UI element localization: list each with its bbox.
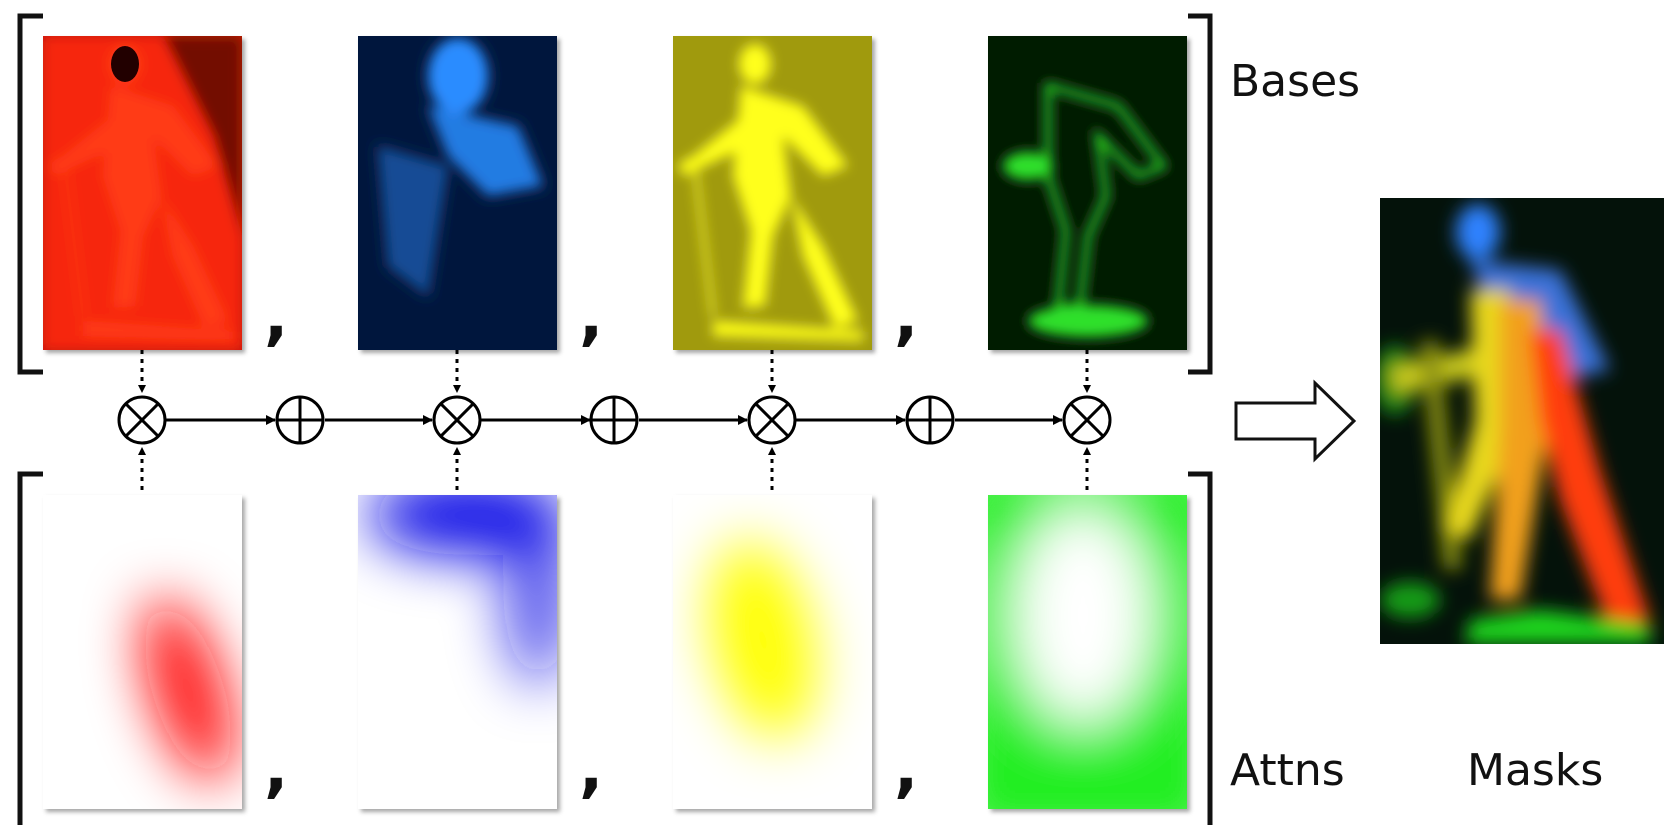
- multiply-icon: [1062, 395, 1112, 445]
- attention-map-red: [43, 495, 242, 809]
- comma-separator: ,: [894, 280, 918, 354]
- output-arrow-icon: [1234, 379, 1357, 463]
- comma-separator: ,: [579, 732, 603, 806]
- bases-row: [43, 36, 1187, 350]
- base-map-green: [988, 36, 1187, 350]
- comma-separator: ,: [894, 732, 918, 806]
- operators: [117, 395, 1112, 445]
- bases-bracket: [17, 13, 1213, 375]
- attns-label: Attns: [1230, 745, 1345, 796]
- dotted-connectors: [138, 350, 1091, 490]
- multiply-icon: [747, 395, 797, 445]
- mask-output-image: [1380, 198, 1664, 644]
- comma-separator: ,: [264, 280, 288, 354]
- attention-map-yellow: [673, 495, 872, 809]
- attns-row: [43, 495, 1187, 809]
- comma-separator: ,: [579, 280, 603, 354]
- attns-bracket: [17, 471, 1213, 825]
- base-map-blue: [358, 36, 557, 350]
- multiply-icon: [432, 395, 482, 445]
- masks-label: Masks: [1467, 745, 1603, 796]
- base-map-yellow: [673, 36, 872, 350]
- bases-label: Bases: [1230, 56, 1360, 107]
- base-map-red: [43, 36, 242, 350]
- comma-separator: ,: [264, 732, 288, 806]
- attention-map-blue: [358, 495, 557, 809]
- multiply-icon: [117, 395, 167, 445]
- add-icon: [275, 395, 325, 445]
- add-icon: [589, 395, 639, 445]
- add-icon: [905, 395, 955, 445]
- attention-map-green: [988, 495, 1187, 809]
